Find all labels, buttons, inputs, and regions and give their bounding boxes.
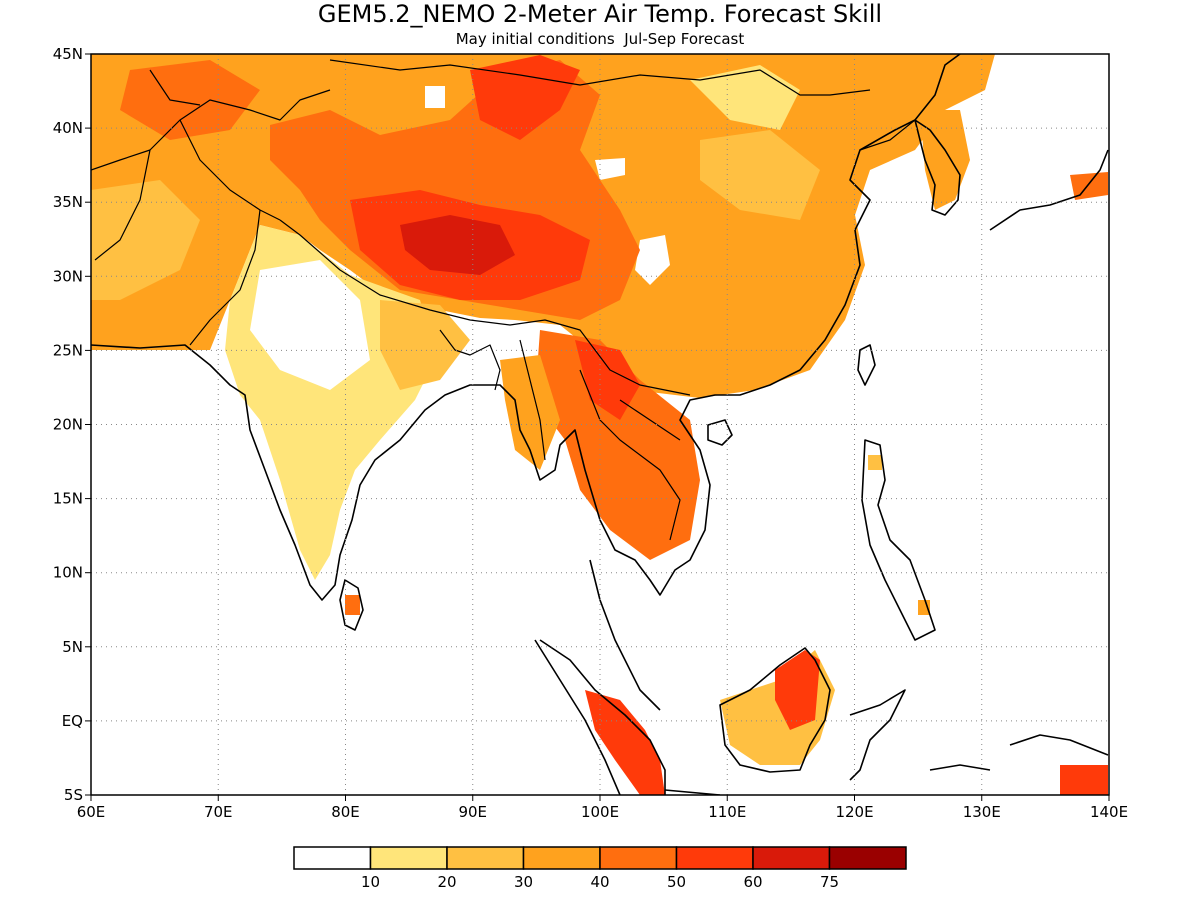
coast-srilanka: [339, 579, 364, 631]
coastlines: [91, 54, 1109, 795]
border-china-south: [279, 219, 691, 396]
x-tick-label: 100E: [581, 803, 619, 821]
y-axis-ticks: 45N 40N 35N 30N 25N 20N 15N 10N 5N EQ 5S: [53, 45, 91, 804]
border-afghanistan: [94, 149, 151, 261]
border-china-korea: [859, 119, 916, 151]
shade-mongolia-red: [470, 55, 580, 140]
border-india-pakistan: [189, 209, 261, 346]
colorbar-label: 20: [437, 873, 456, 891]
shade-india-orange: [380, 300, 470, 390]
y-tick-label: 35N: [53, 193, 83, 211]
x-tick-label: 120E: [835, 803, 873, 821]
x-tick-label: 70E: [204, 803, 233, 821]
x-tick-label: 60E: [77, 803, 106, 821]
shade-newguinea: [1060, 765, 1108, 795]
shade-tibet-core: [400, 215, 515, 275]
coast-borneo: [719, 647, 831, 773]
country-borders: [91, 59, 916, 541]
y-tick-label: 25N: [53, 341, 83, 359]
border-indochina: [519, 339, 681, 541]
y-tick-label: 15N: [53, 490, 83, 508]
colorbar-swatch: [599, 846, 678, 870]
x-tick-label: 80E: [331, 803, 360, 821]
shade-china-white2: [595, 158, 625, 180]
shade-india-white: [250, 260, 370, 390]
x-tick-label: 110E: [708, 803, 746, 821]
colorbar-swatch: [675, 846, 754, 870]
colorbar-swatch: [828, 846, 907, 870]
x-axis-ticks: 60E 70E 80E 90E 100E 110E 120E 130E 140E: [77, 795, 1128, 821]
y-tick-label: EQ: [62, 712, 83, 730]
coast-sumatra: [534, 639, 666, 795]
shade-iran-light: [91, 180, 200, 300]
colorbar-swatch: [293, 846, 372, 870]
border-mongolia: [329, 59, 871, 96]
coast-philippines: [861, 439, 936, 641]
shade-korea: [920, 110, 970, 210]
colorbar-label: 50: [667, 873, 686, 891]
colorbar-label: 75: [820, 873, 839, 891]
skill-shading: [91, 54, 1108, 795]
shade-china-white: [635, 235, 670, 285]
shade-indochina-red: [575, 340, 640, 420]
y-tick-label: 45N: [53, 45, 83, 63]
figure-title: GEM5.2_NEMO 2-Meter Air Temp. Forecast S…: [318, 0, 882, 28]
colorbar-swatch: [752, 846, 831, 870]
coast-newguinea: [1009, 734, 1109, 756]
coast-sulawesi: [849, 689, 906, 781]
coast-hainan: [707, 419, 733, 446]
border-central-asia: [91, 69, 331, 221]
shade-japan: [1070, 172, 1108, 200]
shade-indochina: [535, 330, 700, 560]
y-tick-label: 10N: [53, 564, 83, 582]
colorbar-label: 40: [590, 873, 609, 891]
colorbar-swatch: [522, 846, 601, 870]
colorbar: 10 20 30 40 50 60 75: [293, 846, 907, 891]
y-tick-label: 20N: [53, 416, 83, 434]
x-tick-label: 140E: [1090, 803, 1128, 821]
y-tick-label: 30N: [53, 267, 83, 285]
coast-malaya: [589, 559, 661, 711]
shade-sumatra: [585, 690, 665, 795]
shade-centralasia-orange: [120, 60, 260, 140]
y-tick-label: 5S: [64, 786, 83, 804]
shade-china-light: [690, 65, 800, 130]
x-tick-label: 90E: [458, 803, 487, 821]
shade-indochina-light: [500, 355, 560, 470]
shade-china-white3: [425, 86, 445, 108]
colorbar-swatch: [446, 846, 525, 870]
coast-taiwan: [857, 344, 876, 386]
shade-china-light2: [700, 130, 820, 220]
coast-japan: [989, 149, 1109, 231]
coast-south-asia: [91, 54, 961, 601]
colorbar-label: 30: [514, 873, 533, 891]
coast-java: [664, 764, 991, 795]
coast-korea: [914, 119, 961, 216]
shade-borneo-red: [775, 650, 820, 730]
y-tick-label: 40N: [53, 119, 83, 137]
border-bangladesh: [439, 329, 501, 391]
colorbar-swatch: [369, 846, 448, 870]
map-gridlines: [91, 54, 1109, 795]
shade-srilanka: [345, 595, 360, 615]
x-tick-label: 130E: [963, 803, 1001, 821]
y-tick-label: 5N: [62, 638, 83, 656]
colorbar-label: 60: [743, 873, 762, 891]
figure-subtitle: May initial conditions Jul-Sep Forecast: [456, 30, 745, 48]
shade-philippines: [868, 455, 882, 470]
colorbar-label: 10: [361, 873, 380, 891]
